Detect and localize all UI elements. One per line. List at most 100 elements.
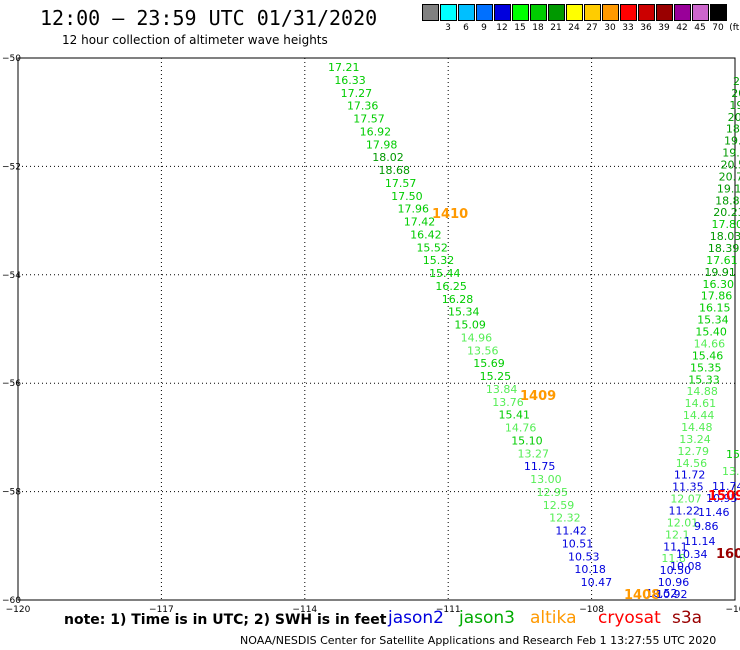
swh-value-track2: 18.03 — [710, 230, 740, 243]
lon-tick-label: −114 — [292, 605, 317, 615]
swh-value-track2-side: 11.14 — [684, 535, 716, 548]
swh-value-track2: 19.1 — [717, 182, 740, 195]
swh-value-track1: 12.32 — [549, 512, 581, 525]
legend-swatch — [710, 4, 727, 21]
legend-label: 45 — [694, 23, 706, 33]
pass-label: 1509 — [708, 489, 740, 504]
legend-swatch — [692, 4, 709, 21]
swh-value-track1: 13.00 — [530, 473, 562, 486]
legend-swatch — [476, 4, 493, 21]
swh-value-track2: 20.23 — [713, 206, 740, 219]
legend-label: 6 — [463, 23, 469, 33]
legend-label: 30 — [604, 23, 616, 33]
footer-credit: NOAA/NESDIS Center for Satellite Applica… — [240, 634, 717, 647]
legend-label: 39 — [658, 23, 670, 33]
swh-value-track1: 15.25 — [480, 370, 512, 383]
legend-swatch — [458, 4, 475, 21]
swh-value-track2: 10.50 — [660, 564, 692, 577]
legend-label: 70 — [712, 23, 724, 33]
legend-unit: (ft) — [729, 23, 740, 33]
mission-jason3: jason3 — [459, 608, 515, 628]
lat-tick-label: −56 — [2, 379, 21, 389]
swh-value-track2-side: 11.74 — [712, 480, 740, 493]
legend-label: 33 — [622, 23, 634, 33]
swh-value-track1: 17.98 — [366, 138, 398, 151]
swh-value-track2: 20.10 — [728, 111, 740, 124]
swh-value-track1: 17.27 — [341, 87, 373, 100]
legend-label: 18 — [532, 23, 544, 33]
swh-value-track2: 19.91 — [704, 266, 736, 279]
legend-swatch — [584, 4, 601, 21]
swh-value-track2: 20.91 — [733, 75, 740, 88]
swh-value-track1: 10.47 — [581, 576, 613, 589]
swh-value-track1: 10.52 — [646, 587, 678, 600]
swh-value-track2: 11.1 — [663, 540, 688, 553]
swh-value-track1: 16.33 — [334, 74, 366, 87]
swh-value-track2-side: 13.7 — [722, 465, 740, 478]
map-title: 12:00 – 23:59 UTC 01/31/2020 — [40, 6, 378, 30]
swh-value-track2: 12.79 — [677, 445, 709, 458]
legend-swatch — [656, 4, 673, 21]
legend-label: 36 — [640, 23, 652, 33]
swh-value-track1: 13.76 — [492, 396, 524, 409]
legend-label: 3 — [445, 23, 451, 33]
swh-value-track2: 15.34 — [697, 314, 729, 327]
lat-tick-label: −58 — [2, 488, 21, 498]
swh-value-track1: 15.32 — [423, 254, 455, 267]
swh-value-track1: 12.59 — [543, 499, 575, 512]
mission-jason2: jason2 — [388, 608, 444, 628]
swh-value-track1: 17.96 — [397, 203, 429, 216]
swh-value-track2: 16.30 — [703, 278, 735, 291]
swh-value-track2: 12.01 — [667, 516, 699, 529]
legend-swatch — [548, 4, 565, 21]
legend-swatch — [602, 4, 619, 21]
swh-value-track2-side: 10.34 — [676, 548, 708, 561]
swh-value-track2: 19.33 — [729, 99, 740, 112]
swh-value-track2: 19.4 — [724, 135, 740, 148]
legend-label: 21 — [550, 23, 562, 33]
swh-value-track2-side: 10.08 — [670, 560, 702, 573]
swh-value-track1: 12.95 — [536, 486, 568, 499]
swh-value-track1: 13.27 — [518, 447, 550, 460]
legend-swatch — [620, 4, 637, 21]
swh-value-track1: 17.57 — [353, 113, 385, 126]
legend-label: 15 — [514, 23, 526, 33]
swh-value-track2: 18.9 — [726, 123, 740, 136]
swh-value-track2: 15.40 — [695, 326, 727, 339]
swh-value-track2: 11.72 — [674, 469, 706, 482]
legend-swatch — [674, 4, 691, 21]
map-frame — [17, 57, 736, 601]
legend-swatch — [566, 4, 583, 21]
legend-swatch — [638, 4, 655, 21]
swh-value-track2: 19.1 — [722, 147, 740, 160]
swh-value-track2: 12.1 — [665, 528, 690, 541]
swh-value-track2: 18.39 — [708, 242, 740, 255]
pass-label: 1409 — [520, 389, 556, 404]
swh-value-track2: 10.92 — [656, 588, 688, 601]
swh-value-track1: 17.57 — [385, 177, 417, 190]
swh-value-track2: 17.80 — [712, 218, 740, 231]
swh-value-track2: 17.61 — [706, 254, 738, 267]
pass-label: 1410 — [432, 207, 468, 222]
swh-value-track2: 14.44 — [683, 409, 715, 422]
legend-label: 12 — [496, 23, 508, 33]
mission-cryosat: cryosat — [598, 608, 661, 628]
legend-swatch — [512, 4, 529, 21]
footer-note: note: 1) Time is in UTC; 2) SWH is in fe… — [64, 612, 387, 628]
swh-value-track2: 16.15 — [699, 302, 731, 315]
swh-value-track1: 17.21 — [328, 61, 360, 74]
swh-value-track2: 14.61 — [685, 397, 717, 410]
swh-value-track1: 16.92 — [360, 125, 392, 138]
swh-value-track1: 11.42 — [555, 525, 587, 538]
pass-label: 1408 — [624, 588, 660, 603]
swh-value-track2-side: 10.95 — [706, 492, 738, 505]
swh-value-track1: 15.09 — [454, 319, 486, 332]
swh-value-track2-side: 15. — [726, 448, 740, 461]
swh-value-track1: 14.96 — [461, 331, 493, 344]
lat-tick-label: −54 — [2, 271, 21, 281]
swh-value-track2: 13.24 — [679, 433, 711, 446]
swh-value-track2: 11.8 — [661, 552, 686, 565]
swh-value-track2: 14.66 — [694, 337, 726, 350]
swh-value-track1: 10.18 — [574, 563, 606, 576]
